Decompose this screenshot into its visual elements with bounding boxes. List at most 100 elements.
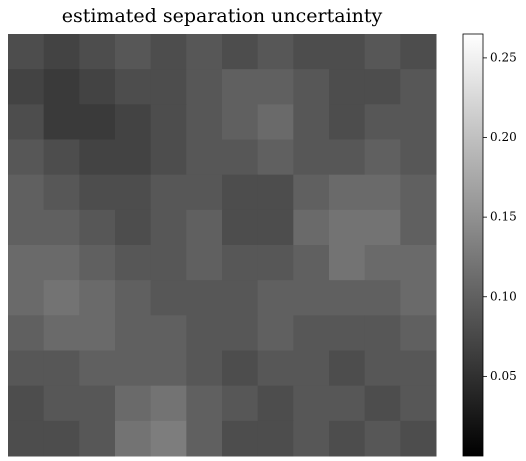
heatmap-cell xyxy=(222,315,259,351)
heatmap-cell xyxy=(257,69,294,105)
heatmap-cell xyxy=(364,209,401,246)
heatmap-cell xyxy=(257,104,294,140)
heatmap-cell xyxy=(150,420,187,457)
heatmap-cell xyxy=(257,280,294,316)
heatmap-cell xyxy=(8,350,45,387)
heatmap-cell xyxy=(364,385,401,422)
heatmap-cell xyxy=(257,420,294,457)
heatmap-cell xyxy=(8,139,45,176)
heatmap-cell xyxy=(364,420,401,457)
heatmap-cell xyxy=(222,245,259,281)
heatmap-cell xyxy=(186,69,223,105)
heatmap-cell xyxy=(115,245,152,281)
heatmap-cell xyxy=(186,139,223,176)
heatmap-cell xyxy=(115,280,152,316)
heatmap-cell xyxy=(79,350,116,387)
heatmap-cell xyxy=(364,245,401,281)
colorbar-tick-label: 0.10 xyxy=(490,289,517,303)
heatmap-cell xyxy=(186,315,223,351)
heatmap-cell xyxy=(293,420,330,457)
colorbar-tick-label: 0.05 xyxy=(490,369,517,383)
heatmap-cell xyxy=(115,385,152,422)
chart-title: estimated separation uncertainty xyxy=(62,5,383,27)
heatmap-cell xyxy=(293,139,330,176)
heatmap-cell xyxy=(257,385,294,422)
heatmap-cell xyxy=(186,420,223,457)
heatmap-cell xyxy=(293,34,330,70)
heatmap-cell xyxy=(186,385,223,422)
heatmap-cell xyxy=(222,209,259,246)
heatmap-cell xyxy=(43,104,80,140)
heatmap-cell xyxy=(364,350,401,387)
heatmap-cell xyxy=(43,280,80,316)
heatmap-cell xyxy=(222,280,259,316)
heatmap-cell xyxy=(364,104,401,140)
heatmap-cell xyxy=(293,245,330,281)
heatmap-cell xyxy=(43,34,80,70)
heatmap-cell xyxy=(222,139,259,176)
heatmap-cell xyxy=(115,315,152,351)
heatmap-cell xyxy=(400,69,437,105)
heatmap-cell xyxy=(8,280,45,316)
heatmap-cell xyxy=(186,34,223,70)
heatmap-cell xyxy=(150,104,187,140)
heatmap-cell xyxy=(400,280,437,316)
heatmap-cell xyxy=(364,69,401,105)
heatmap-cell xyxy=(8,209,45,246)
heatmap-cell xyxy=(329,209,366,246)
heatmap-cell xyxy=(293,174,330,211)
heatmap-cell xyxy=(79,420,116,457)
heatmap-cell xyxy=(329,69,366,105)
heatmap-cell xyxy=(8,245,45,281)
heatmap-cell xyxy=(43,69,80,105)
heatmap-cell xyxy=(79,280,116,316)
heatmap-cell xyxy=(400,209,437,246)
heatmap-cell xyxy=(43,420,80,457)
heatmap-cell xyxy=(150,315,187,351)
heatmap-cell xyxy=(293,350,330,387)
heatmap-cell xyxy=(186,174,223,211)
heatmap-cell xyxy=(43,174,80,211)
heatmap-cell xyxy=(257,209,294,246)
heatmap-cell xyxy=(79,104,116,140)
heatmap-cell xyxy=(115,174,152,211)
heatmap-cell xyxy=(8,69,45,105)
heatmap-cell xyxy=(43,209,80,246)
heatmap-cell xyxy=(400,34,437,70)
heatmap-cell xyxy=(222,350,259,387)
heatmap-cell xyxy=(293,104,330,140)
heatmap-cell xyxy=(222,104,259,140)
heatmap-cell xyxy=(8,315,45,351)
heatmap-cell xyxy=(257,245,294,281)
heatmap-cell xyxy=(115,69,152,105)
heatmap-cell xyxy=(364,139,401,176)
heatmap-cell xyxy=(257,315,294,351)
heatmap-cell xyxy=(293,69,330,105)
heatmap-cell xyxy=(222,34,259,70)
heatmap-cell xyxy=(79,34,116,70)
heatmap-cell xyxy=(115,350,152,387)
heatmap-cell xyxy=(400,385,437,422)
heatmap xyxy=(8,34,437,457)
heatmap-cell xyxy=(257,350,294,387)
heatmap-cell xyxy=(79,209,116,246)
heatmap-cell xyxy=(43,385,80,422)
heatmap-cell xyxy=(257,139,294,176)
heatmap-cell xyxy=(79,139,116,176)
heatmap-cell xyxy=(257,174,294,211)
heatmap-cell xyxy=(364,34,401,70)
heatmap-cell xyxy=(329,280,366,316)
heatmap-cell xyxy=(150,350,187,387)
heatmap-cell xyxy=(150,69,187,105)
heatmap-cell xyxy=(43,245,80,281)
heatmap-cell xyxy=(115,420,152,457)
heatmap-cell xyxy=(257,34,294,70)
heatmap-cell xyxy=(43,350,80,387)
colorbar-tick-label: 0.20 xyxy=(490,130,517,144)
heatmap-cell xyxy=(79,69,116,105)
heatmap-cell xyxy=(329,385,366,422)
heatmap-cell xyxy=(186,104,223,140)
heatmap-cell xyxy=(329,350,366,387)
heatmap-cell xyxy=(150,209,187,246)
